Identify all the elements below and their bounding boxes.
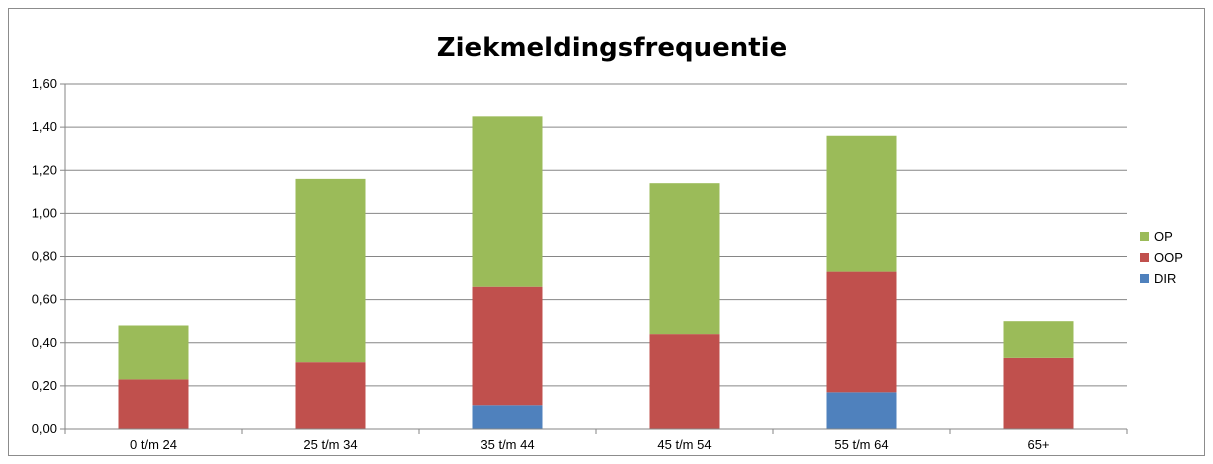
x-tick-label: 65+ bbox=[1027, 437, 1049, 452]
y-tick-label: 0,40 bbox=[32, 335, 57, 350]
y-tick-label: 0,20 bbox=[32, 378, 57, 393]
bar-op bbox=[649, 183, 720, 335]
bar-op bbox=[472, 116, 543, 287]
y-tick-label: 1,60 bbox=[32, 76, 57, 91]
bar-op bbox=[118, 325, 189, 380]
x-tick-label: 45 t/m 54 bbox=[657, 437, 711, 452]
bar-oop bbox=[472, 286, 543, 406]
bars bbox=[118, 116, 1074, 429]
x-tick-label: 35 t/m 44 bbox=[480, 437, 534, 452]
bar-oop bbox=[1003, 357, 1074, 429]
y-tick-label: 0,60 bbox=[32, 292, 57, 307]
y-tick-label: 1,00 bbox=[32, 205, 57, 220]
bar-dir bbox=[826, 392, 897, 429]
legend-swatch-oop bbox=[1140, 253, 1149, 262]
bar-oop bbox=[118, 379, 189, 429]
legend-swatch-dir bbox=[1140, 274, 1149, 283]
legend-swatch-op bbox=[1140, 232, 1149, 241]
x-tick-label: 25 t/m 34 bbox=[303, 437, 357, 452]
bar-op bbox=[826, 135, 897, 272]
legend: OP OOP DIR bbox=[1140, 229, 1183, 286]
bar-op bbox=[295, 178, 366, 363]
y-axis-ticks: 0,00 0,20 0,40 0,60 0,80 1,00 1,20 1,40 1,60 bbox=[32, 76, 65, 436]
x-tick-label: 0 t/m 24 bbox=[130, 437, 177, 452]
chart-title: Ziekmeldingsfrequentie bbox=[437, 33, 787, 63]
bar-dir bbox=[472, 405, 543, 429]
legend-label-oop: OOP bbox=[1154, 250, 1183, 265]
y-tick-label: 0,00 bbox=[32, 421, 57, 436]
x-tick-label: 55 t/m 64 bbox=[834, 437, 888, 452]
y-tick-label: 1,40 bbox=[32, 119, 57, 134]
bar-oop bbox=[295, 362, 366, 429]
y-tick-label: 1,20 bbox=[32, 162, 57, 177]
legend-label-op: OP bbox=[1154, 229, 1173, 244]
bar-op bbox=[1003, 321, 1074, 358]
bar-oop bbox=[649, 334, 720, 429]
bar-oop bbox=[826, 271, 897, 393]
gridlines bbox=[65, 83, 1127, 387]
y-tick-label: 0,80 bbox=[32, 249, 57, 264]
x-axis-ticks: 0 t/m 24 25 t/m 34 35 t/m 44 45 t/m 54 55 t/… bbox=[64, 429, 1128, 452]
legend-label-dir: DIR bbox=[1154, 271, 1176, 286]
